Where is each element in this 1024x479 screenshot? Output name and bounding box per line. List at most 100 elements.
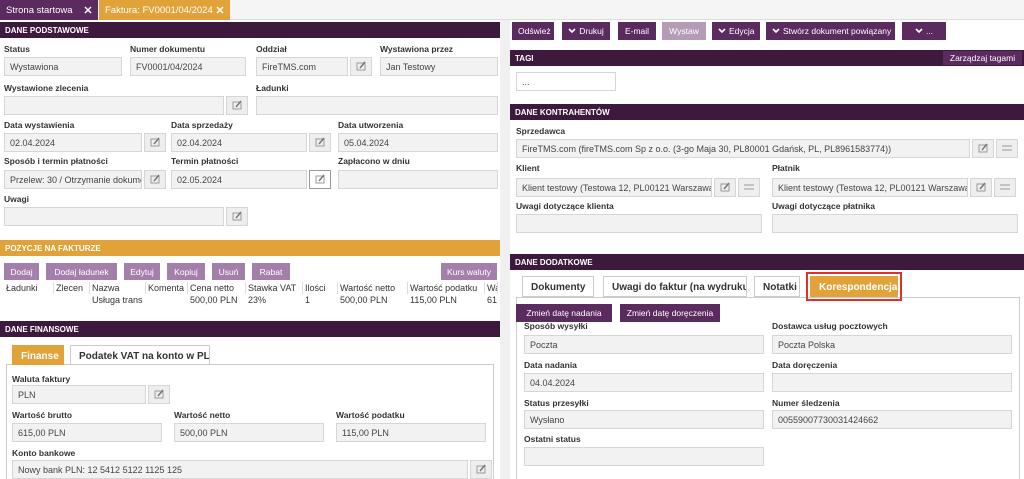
section-header: DANE PODSTAWOWE: [0, 22, 500, 38]
panel-tab[interactable]: Uwagi do faktur (na wydruku): [603, 276, 747, 297]
edit-button[interactable]: [226, 96, 248, 115]
field-input[interactable]: Wystawiona: [4, 57, 122, 76]
field-input[interactable]: 02.05.2024: [171, 170, 307, 189]
field-label: Wartość brutto: [12, 410, 73, 420]
action-button[interactable]: Zmień datę nadania: [516, 304, 612, 322]
field-input[interactable]: [256, 96, 498, 115]
field-input[interactable]: 02.04.2024: [4, 133, 142, 152]
field-input[interactable]: [524, 447, 764, 466]
table-cell: 1: [305, 295, 311, 305]
action-button[interactable]: Usuń: [212, 263, 245, 280]
column-header: Wartość podatku: [410, 282, 485, 294]
field-input[interactable]: Przelew: 30 / Otrzymanie dokume: [4, 170, 142, 189]
action-button[interactable]: Zmień datę doręczenia: [620, 304, 720, 322]
tab-bar: [0, 0, 1024, 20]
edit-button[interactable]: [714, 178, 736, 197]
field-label: Wystawione zlecenia: [4, 83, 89, 93]
toolbar-button[interactable]: Drukuj: [562, 22, 610, 40]
field-input[interactable]: [772, 214, 1018, 233]
manage-tags-button[interactable]: Zarządzaj tagami: [943, 51, 1022, 65]
panel-tab[interactable]: Finanse: [12, 345, 64, 365]
column-header: Ładunki: [6, 282, 54, 294]
edit-button[interactable]: [309, 170, 331, 189]
field-input[interactable]: 00559007730031424662: [772, 410, 1012, 429]
edit-button[interactable]: [226, 207, 248, 226]
field-input[interactable]: [338, 170, 498, 189]
top-tab[interactable]: Strona startowa: [0, 0, 98, 20]
field-input[interactable]: Jan Testowy: [380, 57, 498, 76]
tab-title: Strona startowa: [6, 5, 73, 16]
action-button[interactable]: Rabat: [252, 263, 290, 280]
panel-tab[interactable]: Korespondencja: [806, 272, 902, 301]
field-input[interactable]: Klient testowy (Testowa 12, PL00121 Wars…: [772, 178, 968, 197]
panel-tab[interactable]: Podatek VAT na konto w PLN: [70, 345, 210, 365]
field-input[interactable]: FireTMS.com: [256, 57, 348, 76]
edit-button[interactable]: [309, 133, 331, 152]
field-input[interactable]: [4, 207, 224, 226]
field-label: Waluta faktury: [12, 374, 71, 384]
swap-button[interactable]: [738, 178, 760, 197]
field-input[interactable]: Nowy bank PLN: 12 5412 5122 1125 125: [12, 460, 468, 479]
splitter: [500, 20, 510, 479]
field-label: Data nadania: [524, 360, 577, 370]
edit-button[interactable]: [350, 57, 372, 76]
toolbar-button[interactable]: E-mail: [618, 22, 656, 40]
field-input[interactable]: Klient testowy (Testowa 12, PL00121 Wars…: [516, 178, 712, 197]
button-text: Odśwież: [518, 26, 551, 36]
field-input[interactable]: Poczta: [524, 335, 764, 354]
column-header: Komenta: [148, 282, 188, 294]
swap-button[interactable]: [996, 139, 1018, 158]
edit-button[interactable]: [144, 133, 166, 152]
toolbar-button[interactable]: Edycja: [712, 22, 760, 40]
edit-button[interactable]: [148, 385, 170, 404]
field-input[interactable]: FireTMS.com (fireTMS.com Sp z o.o. (3-go…: [516, 139, 970, 158]
field-label: Termin płatności: [171, 156, 239, 166]
close-icon[interactable]: [216, 6, 224, 14]
toolbar-button[interactable]: Stwórz dokument powiązany: [766, 22, 895, 40]
table-cell: 115,00 PLN: [410, 295, 457, 305]
tags-input[interactable]: ...: [516, 72, 616, 91]
field-label: Wartość podatku: [336, 410, 405, 420]
toolbar-button[interactable]: Wystaw: [662, 22, 706, 40]
field-input[interactable]: [4, 96, 224, 115]
field-label: Status: [4, 44, 30, 54]
panel-tab[interactable]: Dokumenty: [522, 276, 594, 297]
action-button[interactable]: Kopiuj: [167, 263, 205, 280]
swap-button[interactable]: [994, 178, 1016, 197]
field-input[interactable]: FV0001/04/2024: [130, 57, 246, 76]
field-input[interactable]: 05.04.2024: [338, 133, 498, 152]
button-text: Wystaw: [669, 26, 699, 36]
edit-button[interactable]: [470, 460, 492, 479]
field-input[interactable]: 04.04.2024: [524, 373, 764, 392]
field-input[interactable]: Poczta Polska: [772, 335, 1012, 354]
section-header: DANE FINANSOWE: [0, 321, 500, 337]
edit-button[interactable]: [144, 170, 166, 189]
action-button[interactable]: Dodaj ładunek: [46, 263, 117, 280]
field-input[interactable]: 115,00 PLN: [336, 423, 486, 442]
toolbar-button[interactable]: Odśwież: [512, 22, 554, 40]
field-input[interactable]: [772, 373, 1012, 392]
table-cell: Usługa trans: [92, 295, 143, 305]
top-tab[interactable]: Faktura: FV0001/04/2024: [99, 0, 230, 20]
close-icon[interactable]: [84, 6, 92, 14]
field-label: Status przesyłki: [524, 398, 589, 408]
field-input[interactable]: 500,00 PLN: [174, 423, 324, 442]
edit-button[interactable]: [972, 139, 994, 158]
field-input[interactable]: [516, 214, 762, 233]
field-label: Płatnik: [772, 163, 800, 173]
field-input[interactable]: 02.04.2024: [171, 133, 307, 152]
field-label: Sprzedawca: [516, 126, 566, 136]
field-input[interactable]: Wysłano: [524, 410, 764, 429]
action-button[interactable]: Kurs waluty: [441, 263, 497, 280]
section-header: DANE DODATKOWE: [510, 254, 1024, 270]
toolbar-button[interactable]: ...: [902, 22, 946, 40]
field-label: Numer śledzenia: [772, 398, 840, 408]
panel-tab[interactable]: Notatki: [754, 276, 800, 297]
field-input[interactable]: 615,00 PLN: [12, 423, 162, 442]
field-input[interactable]: PLN: [12, 385, 146, 404]
action-button[interactable]: Dodaj: [4, 263, 39, 280]
tab-title: Faktura: FV0001/04/2024: [105, 5, 213, 16]
action-button[interactable]: Edytuj: [124, 263, 160, 280]
edit-button[interactable]: [970, 178, 992, 197]
